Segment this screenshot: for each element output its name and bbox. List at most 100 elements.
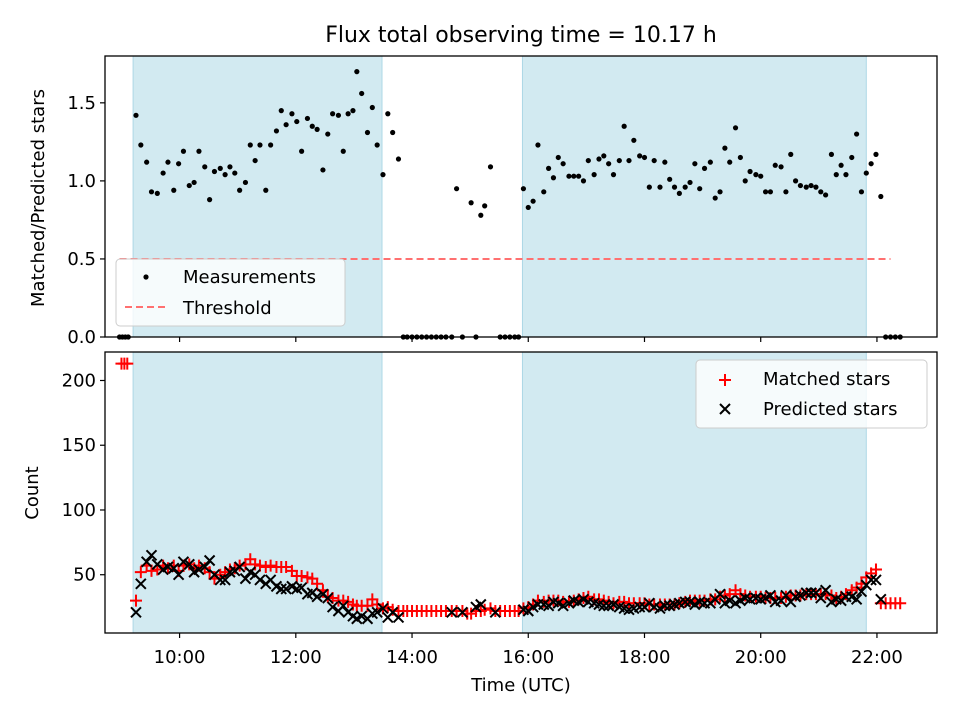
data-point-predicted [794, 589, 807, 602]
data-point [560, 161, 566, 167]
data-point [772, 162, 778, 168]
data-point [180, 148, 187, 154]
data-point [823, 192, 829, 198]
x-tick-label: 14:00 [386, 647, 438, 668]
data-point [273, 128, 280, 134]
data-point-predicted [214, 574, 226, 586]
data-point [803, 184, 809, 190]
data-point-predicted [800, 587, 812, 599]
data-point [657, 184, 663, 190]
data-point-matched [121, 357, 134, 370]
y-tick-label: 100 [62, 500, 96, 521]
data-point [797, 182, 804, 189]
data-point [525, 204, 531, 211]
y-tick-label: 1.5 [67, 93, 96, 114]
axis-ticks: 50 100 150 200 10:00 12:00 14:00 16:00 18:00 20:0… [62, 370, 903, 668]
data-point [722, 145, 728, 151]
y-tick-label: 1.0 [67, 171, 96, 192]
data-point [176, 161, 182, 167]
data-point [778, 164, 784, 170]
data-point [289, 111, 295, 117]
data-point [252, 157, 258, 164]
data-point [610, 172, 617, 178]
data-point [546, 165, 552, 171]
data-point-predicted [446, 606, 458, 618]
data-point [304, 115, 311, 122]
data-point [753, 172, 759, 178]
data-point [299, 148, 305, 154]
legend-marker-predicted [719, 403, 731, 415]
data-point [369, 104, 375, 111]
data-point-predicted [135, 578, 147, 590]
data-point-predicted [145, 549, 158, 562]
chart-title: Flux total observing time = 10.17 h [325, 23, 717, 48]
data-point-predicted [355, 610, 368, 622]
data-point [828, 151, 835, 157]
x-tick-label: 12:00 [270, 647, 322, 668]
data-point [849, 154, 855, 161]
x-tick-label: 16:00 [502, 647, 554, 668]
data-point [571, 173, 577, 179]
data-point [788, 151, 794, 157]
data-point [222, 172, 228, 178]
data-point [737, 154, 743, 161]
data-point [631, 137, 637, 143]
data-point [687, 179, 693, 186]
x-tick-label: 10:00 [154, 647, 206, 668]
data-point [374, 142, 380, 148]
data-point-predicted [489, 606, 502, 618]
legend-box [115, 258, 346, 327]
data-point [550, 175, 557, 181]
data-point [606, 161, 612, 167]
data-point [682, 184, 688, 190]
x-tick-label: 22:00 [851, 647, 903, 668]
data-point-predicted [456, 606, 469, 618]
data-point [320, 167, 326, 173]
count-points [115, 357, 907, 625]
data-point [676, 190, 682, 196]
data-point [335, 112, 342, 118]
data-point-predicted [607, 598, 620, 611]
data-point-predicted [714, 588, 726, 600]
data-point [345, 111, 351, 117]
data-point-predicted [598, 600, 610, 612]
data-point [727, 159, 733, 165]
data-point [732, 125, 739, 131]
shaded-interval [132, 351, 383, 634]
data-point [662, 159, 668, 165]
data-point [585, 157, 591, 164]
legend-marker-measurements [143, 274, 149, 280]
legend-box [695, 359, 928, 429]
data-point [453, 186, 460, 192]
data-point [309, 123, 315, 129]
data-point [144, 159, 150, 165]
data-point [294, 118, 300, 125]
data-point-predicted [780, 589, 792, 602]
data-point-predicted [377, 602, 389, 615]
data-point-predicted [130, 606, 142, 618]
data-point [717, 189, 723, 195]
data-point-matched [203, 566, 216, 579]
data-point [783, 189, 789, 195]
data-point-predicted [724, 594, 736, 607]
data-point [354, 69, 360, 75]
data-point-predicted [557, 600, 569, 612]
data-point [671, 184, 678, 190]
data-point [138, 142, 144, 148]
data-point [482, 203, 488, 209]
data-point-predicted [239, 572, 252, 585]
data-point [707, 159, 713, 165]
data-point [196, 148, 202, 154]
data-point-predicted [679, 596, 691, 608]
panel-ratio: 0.0 0.5 1.0 1.5 Matched/Predicted stars Mea… [28, 55, 938, 348]
data-point [854, 131, 860, 137]
data-point [712, 195, 718, 201]
shaded-intervals [132, 351, 867, 634]
data-point [364, 129, 371, 136]
data-point [838, 162, 844, 168]
data-point [283, 122, 289, 128]
y-tick-label: 50 [73, 565, 96, 586]
data-point [232, 170, 238, 176]
data-point-predicted [233, 561, 246, 573]
